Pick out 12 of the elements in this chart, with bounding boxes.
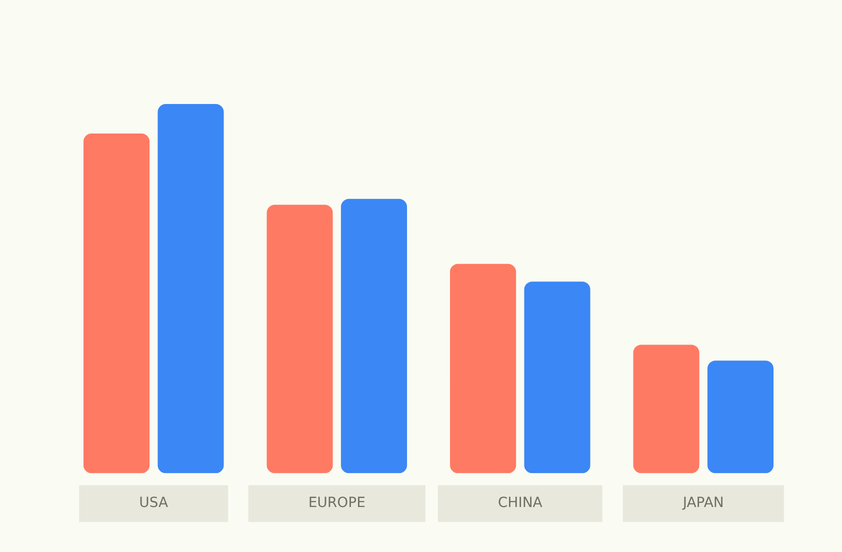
x-tick-label: EUROPE — [308, 495, 366, 512]
bar — [340, 198, 408, 474]
x-tick-label: CHINA — [498, 495, 543, 512]
bar — [707, 360, 774, 474]
bar — [266, 204, 333, 474]
bar — [83, 134, 150, 474]
x-tick-label: JAPAN — [682, 495, 724, 512]
bar — [158, 104, 224, 474]
bar — [450, 264, 516, 474]
x-tick-label: USA — [139, 495, 169, 512]
bar — [633, 344, 700, 474]
bar — [524, 282, 590, 474]
